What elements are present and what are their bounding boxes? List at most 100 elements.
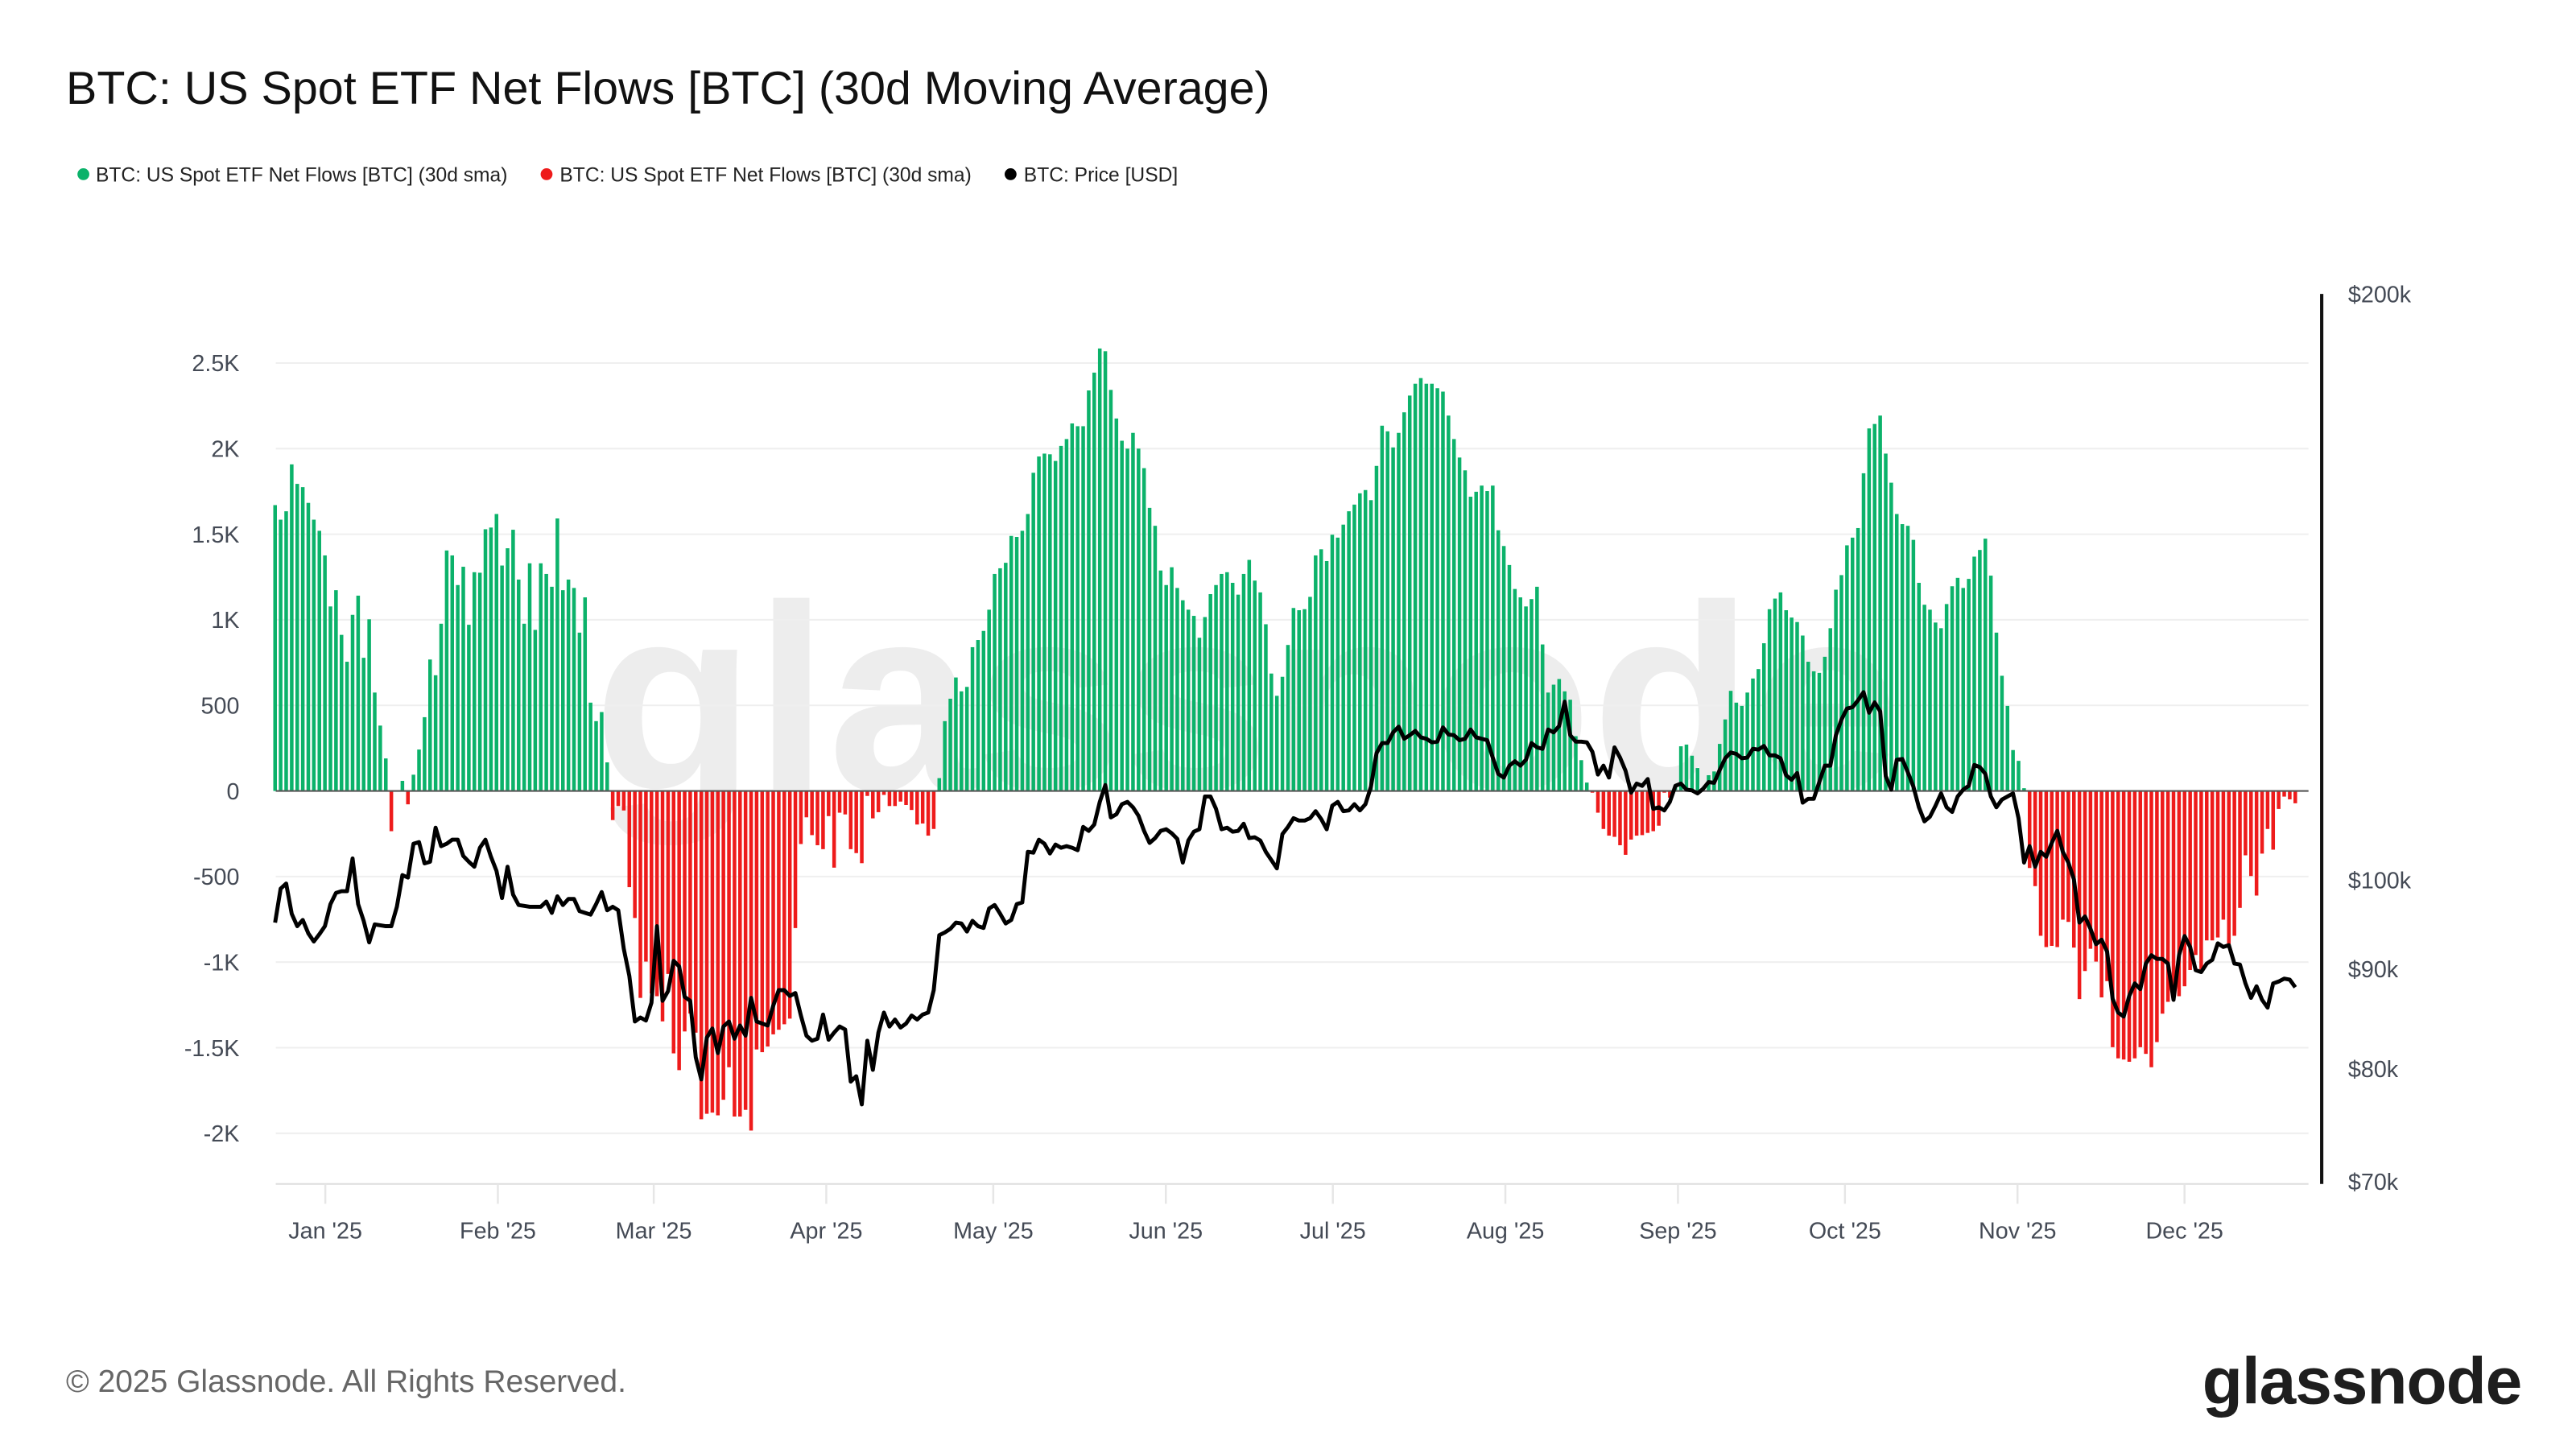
- inflow-bar: [1922, 605, 1926, 791]
- outflow-bar: [1634, 791, 1639, 836]
- inflow-bar: [1917, 583, 1922, 791]
- inflow-bar: [1070, 423, 1075, 791]
- inflow-bar: [1269, 673, 1274, 791]
- inflow-bar: [533, 630, 538, 791]
- inflow-bar: [1501, 546, 1506, 791]
- inflow-bar: [1507, 564, 1512, 791]
- inflow-bar: [1723, 719, 1728, 791]
- legend-dot-green: [77, 168, 89, 180]
- outflow-bar: [2177, 791, 2182, 997]
- inflow-bar: [1728, 691, 1733, 791]
- inflow-bar: [312, 519, 316, 791]
- inflow-bar: [1884, 453, 1888, 791]
- outflow-bar: [2099, 791, 2103, 997]
- inflow-bar: [1435, 388, 1439, 791]
- inflow-bar: [461, 567, 465, 791]
- outflow-bar: [2227, 791, 2231, 948]
- inflow-bar: [1557, 679, 1562, 791]
- inflow-bar: [1524, 606, 1528, 791]
- outflow-bar: [1624, 791, 1628, 855]
- inflow-bar: [400, 781, 405, 791]
- inflow-bar: [605, 762, 609, 791]
- inflow-bar: [411, 774, 415, 791]
- outflow-bar: [2055, 791, 2059, 947]
- outflow-bar: [837, 791, 842, 813]
- inflow-bar: [1347, 511, 1351, 791]
- outflow-bar: [2182, 791, 2187, 987]
- legend-item-price[interactable]: BTC: Price [USD]: [1005, 165, 1178, 187]
- outflow-bar: [2249, 791, 2253, 877]
- inflow-bar: [976, 640, 980, 791]
- inflow-bar: [1120, 440, 1124, 791]
- outflow-bar: [2277, 791, 2281, 809]
- outflow-bar: [704, 791, 709, 1114]
- inflow-bar: [960, 691, 964, 791]
- inflow-bar: [477, 572, 482, 791]
- inflow-bar: [1335, 537, 1340, 791]
- inflow-bar: [1225, 572, 1229, 791]
- outflow-bar: [644, 791, 648, 962]
- price-tick-label: $100k: [2348, 869, 2412, 894]
- inflow-bar: [1817, 672, 1822, 791]
- outflow-bar: [782, 791, 786, 1025]
- x-tick-label: Feb '25: [460, 1218, 536, 1244]
- inflow-bar: [561, 590, 565, 791]
- outflow-bar: [694, 791, 698, 1033]
- inflow-bar: [1430, 383, 1434, 791]
- inflow-bar: [1004, 563, 1008, 791]
- outflow-bar: [2149, 791, 2153, 1067]
- outflow-bar: [1662, 791, 1666, 793]
- inflow-bar: [1773, 598, 1777, 791]
- inflow-bar: [1352, 504, 1356, 791]
- inflow-bar: [1170, 567, 1174, 791]
- inflow-bar: [433, 675, 438, 791]
- legend-item-inflows[interactable]: BTC: US Spot ETF Net Flows [BTC] (30d sm…: [77, 165, 507, 187]
- legend-item-outflows[interactable]: BTC: US Spot ETF Net Flows [BTC] (30d sm…: [540, 165, 972, 187]
- glassnode-logo: glassnode: [2202, 1345, 2522, 1418]
- y-tick-label: -500: [193, 865, 239, 890]
- inflow-bar: [1546, 692, 1550, 791]
- outflow-bar: [2199, 791, 2203, 970]
- outflow-bar: [2111, 791, 2115, 1047]
- outflow-bar: [389, 791, 394, 832]
- outflow-bar: [920, 791, 925, 824]
- inflow-bar: [350, 614, 355, 791]
- inflow-bar: [1740, 705, 1744, 791]
- outflow-bar: [2188, 791, 2192, 970]
- inflow-bar: [588, 702, 592, 791]
- inflow-bar: [1872, 423, 1876, 791]
- outflow-bar: [2282, 791, 2286, 797]
- inflow-bar: [1761, 643, 1766, 791]
- legend-dot-red: [540, 168, 553, 180]
- legend: BTC: US Spot ETF Net Flows [BTC] (30d sm…: [77, 165, 1178, 187]
- outflow-bar: [2132, 791, 2137, 1059]
- inflow-bar: [1413, 383, 1418, 791]
- outflow-bar: [832, 791, 836, 868]
- inflow-bar: [1834, 589, 1838, 791]
- inflow-bar: [1042, 453, 1046, 791]
- outflow-bar: [754, 791, 759, 1050]
- outflow-bar: [2044, 791, 2049, 947]
- inflow-bar: [1480, 485, 1484, 791]
- legend-dot-black: [1005, 168, 1017, 180]
- inflow-bar: [954, 677, 958, 791]
- inflow-bar: [1147, 507, 1152, 791]
- inflow-bar: [1241, 573, 1246, 791]
- inflow-bar: [1811, 671, 1816, 791]
- x-tick-label: Nov '25: [1979, 1218, 2056, 1244]
- inflow-bar: [1518, 597, 1522, 791]
- inflow-bar: [1972, 556, 1976, 791]
- outflow-bar: [787, 791, 792, 1019]
- inflow-bar: [439, 623, 444, 791]
- inflow-bar: [583, 597, 588, 791]
- outflow-bar: [710, 791, 715, 1113]
- inflow-bar: [1463, 470, 1468, 791]
- inflow-bar: [1402, 412, 1406, 791]
- inflow-bar: [1203, 617, 1208, 791]
- inflow-bar: [361, 658, 366, 791]
- y-tick-label: -1.5K: [184, 1036, 240, 1062]
- outflow-bar: [2127, 791, 2132, 1062]
- inflow-bar: [1994, 632, 1999, 791]
- outflow-bar: [738, 791, 742, 1117]
